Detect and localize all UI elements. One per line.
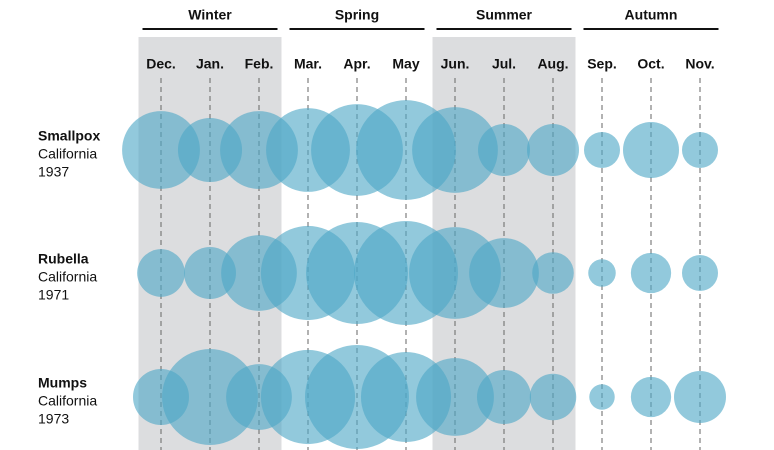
bubble	[532, 252, 574, 294]
row-name: Mumps	[38, 375, 87, 391]
bubble	[681, 131, 719, 169]
bubble	[630, 376, 672, 418]
row-name: Smallpox	[38, 128, 100, 144]
row-place: California	[38, 269, 97, 285]
bubble	[583, 131, 621, 169]
bubble	[122, 111, 200, 189]
bubble	[476, 369, 532, 425]
month-label: Apr.	[343, 56, 370, 72]
month-label: Mar.	[294, 56, 322, 72]
row-year: 1937	[38, 164, 69, 180]
bubble	[630, 252, 672, 294]
bubble	[162, 349, 258, 445]
bubble	[184, 247, 236, 299]
month-label: Jun.	[441, 56, 470, 72]
month-label: Jul.	[492, 56, 516, 72]
bubble	[137, 249, 185, 297]
row-place: California	[38, 393, 97, 409]
month-label: Sep.	[587, 56, 617, 72]
bubble	[416, 358, 494, 436]
month-label: Feb.	[245, 56, 274, 72]
month-label: Oct.	[637, 56, 664, 72]
month-label: Aug.	[537, 56, 568, 72]
month-label: Jan.	[196, 56, 224, 72]
bubble	[469, 238, 539, 308]
season-label: Summer	[476, 7, 533, 23]
month-label: Dec.	[146, 56, 176, 72]
row-place: California	[38, 146, 97, 162]
row-name: Rubella	[38, 251, 89, 267]
month-label: May	[392, 56, 419, 72]
bubble	[622, 121, 680, 179]
bubble	[589, 384, 615, 410]
season-label: Autumn	[625, 7, 678, 23]
bubble	[529, 373, 577, 421]
season-label: Spring	[335, 7, 379, 23]
month-label: Nov.	[685, 56, 714, 72]
bubble	[681, 254, 719, 292]
season-label: Winter	[188, 7, 232, 23]
bubble	[478, 124, 530, 176]
bubble	[527, 124, 579, 176]
bubble	[412, 107, 498, 193]
bubble	[674, 371, 726, 423]
bubble	[588, 259, 616, 287]
row-year: 1973	[38, 411, 69, 427]
row-year: 1971	[38, 287, 69, 303]
